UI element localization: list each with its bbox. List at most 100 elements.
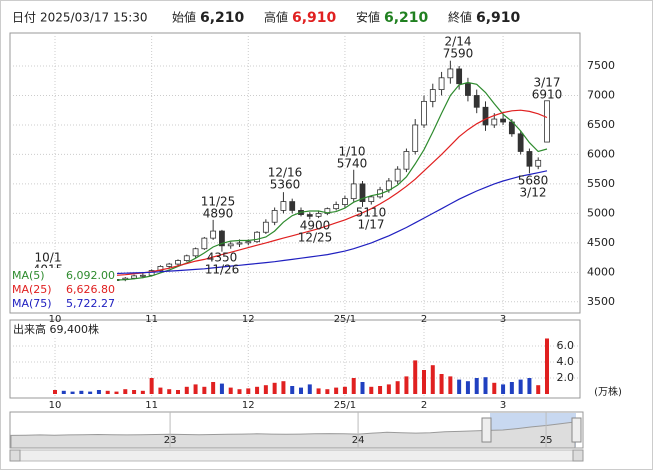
- candle-body: [359, 183, 366, 202]
- candle-body: [183, 255, 190, 261]
- volume-bar: [492, 382, 497, 394]
- volume-bar: [457, 379, 462, 394]
- header-datetime: 2025/03/17 15:30: [40, 11, 148, 25]
- ma-line: [55, 170, 548, 276]
- header-value: 6,210: [200, 10, 245, 26]
- candle-body: [421, 100, 427, 126]
- nav-handle-right[interactable]: [571, 417, 582, 443]
- candle-body: [412, 124, 419, 152]
- y-tick-label: 4000: [587, 265, 615, 278]
- annotation-date: 11/25: [201, 195, 236, 209]
- candle-body: [491, 118, 498, 126]
- y-tick-label: 2.0: [557, 371, 575, 384]
- price-panel: [9, 32, 581, 314]
- candle-body: [227, 243, 234, 247]
- volume-bar: [211, 382, 216, 394]
- candle-body: [236, 242, 243, 245]
- volume-bar: [474, 378, 479, 394]
- candle-body: [245, 241, 252, 244]
- volume-bar: [149, 378, 154, 394]
- header: 日付 2025/03/17 15:30 始値 6,210 高値 6,910 安値 6,210 終…: [12, 10, 521, 27]
- volume-bar: [158, 387, 163, 394]
- candle-body: [403, 151, 410, 170]
- volume-bar: [53, 390, 57, 394]
- candle-body: [473, 95, 480, 108]
- x-tick-label: 10: [49, 400, 62, 411]
- volume-bar: [255, 386, 260, 394]
- legend-value: 5,722.27: [66, 297, 115, 310]
- navigator-area: [10, 421, 576, 449]
- volume-bar: [483, 377, 488, 394]
- candle-body: [526, 151, 533, 167]
- unit-label: (万株): [594, 385, 622, 398]
- header-value: 6,210: [384, 10, 429, 26]
- volume-bar: [360, 382, 365, 394]
- volume-bar: [176, 390, 180, 394]
- volume-bar: [395, 381, 400, 394]
- volume-bar: [167, 389, 172, 394]
- ma-legend-box: [11, 268, 117, 312]
- volume-bar: [325, 389, 330, 394]
- x-tick-label: 10: [49, 314, 62, 325]
- ma-line: [54, 81, 548, 281]
- navigator-label: 25: [540, 435, 553, 446]
- annotation-value: 4350: [207, 251, 238, 265]
- candle-body: [139, 274, 146, 277]
- volume-bar: [509, 382, 514, 394]
- header-label: 始値: [172, 10, 196, 25]
- volume-bar: [527, 378, 532, 394]
- volume-bar: [246, 388, 251, 394]
- candle-body: [465, 83, 471, 96]
- volume-bar: [114, 391, 119, 394]
- y-tick-label: 5500: [587, 177, 615, 190]
- annotation-date: 3/17: [534, 76, 561, 90]
- x-tick-label: 2: [421, 314, 427, 325]
- annotation-date: 10/1: [35, 251, 62, 265]
- volume-bar: [263, 385, 268, 394]
- volume-bar: [299, 387, 303, 394]
- candle-body: [175, 260, 181, 265]
- navigator-label: 24: [352, 435, 365, 446]
- volume-bar: [184, 386, 189, 394]
- y-tick-label: 5000: [587, 206, 615, 219]
- annotation-date: 1/17: [358, 218, 385, 232]
- annotation-date: 2/14: [445, 35, 472, 49]
- x-tick-label: 25/1: [334, 400, 356, 411]
- volume-bar: [439, 374, 444, 394]
- volume-bar: [219, 383, 224, 394]
- volume-bar: [518, 379, 523, 394]
- navigator-label: 23: [164, 435, 177, 446]
- candle-body: [201, 237, 208, 250]
- annotation-value: 5740: [337, 157, 368, 171]
- volume-bar: [281, 381, 286, 394]
- volume-bar: [545, 338, 549, 394]
- volume-bar: [386, 384, 391, 394]
- candle-body: [342, 198, 348, 205]
- volume-bar: [79, 390, 84, 394]
- header-label: 日付: [12, 11, 36, 25]
- volume-bar: [88, 391, 93, 394]
- x-tick-label: 3: [500, 400, 506, 411]
- scroll-left[interactable]: [9, 449, 21, 462]
- volume-bar: [501, 384, 506, 394]
- header-label: 安値: [356, 10, 380, 25]
- header-value: 6,910: [476, 10, 521, 26]
- volume-title-bg: [11, 323, 121, 337]
- candle-body: [166, 263, 173, 267]
- nav-handle-left[interactable]: [481, 417, 492, 443]
- volume-title: 出来高 69,400株: [13, 322, 99, 336]
- volume-bar: [316, 388, 321, 394]
- candle-body: [438, 77, 445, 90]
- annotation-value: 6910: [532, 88, 563, 102]
- annotation-value: 5110: [356, 206, 387, 220]
- volume-bar: [413, 360, 418, 394]
- volume-bar: [351, 378, 356, 394]
- scrollbar[interactable]: [9, 449, 584, 462]
- x-tick-label: 3: [500, 314, 506, 325]
- scroll-right[interactable]: [572, 449, 584, 462]
- volume-bar: [272, 382, 277, 394]
- candle-body: [500, 118, 506, 123]
- y-tick-label: 6.0: [557, 339, 575, 352]
- candle-body: [517, 133, 524, 152]
- annotation-date: 1/10: [339, 145, 366, 159]
